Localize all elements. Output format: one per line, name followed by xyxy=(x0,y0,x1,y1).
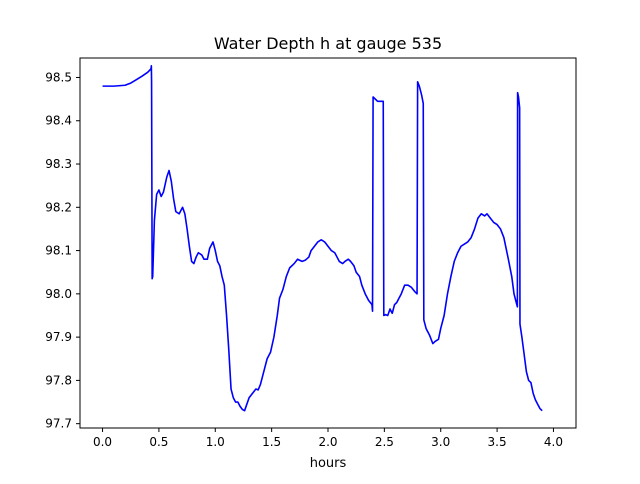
y-tick-label: 97.8 xyxy=(45,373,72,387)
y-tick-label: 98.3 xyxy=(45,157,72,171)
series-layer xyxy=(102,64,543,412)
y-tick-label: 98.0 xyxy=(45,287,72,301)
x-tick-label: 1.5 xyxy=(262,435,281,449)
plot-frame xyxy=(79,57,577,429)
series-line xyxy=(102,64,543,412)
x-tick-label: 2.5 xyxy=(375,435,394,449)
y-tick-label: 98.2 xyxy=(45,200,72,214)
y-tick-label: 97.7 xyxy=(45,417,72,431)
y-tick-label: 98.5 xyxy=(45,70,72,84)
y-tick-label: 98.1 xyxy=(45,244,72,258)
y-tick-label: 97.9 xyxy=(45,330,72,344)
x-axis-label: hours xyxy=(310,456,347,471)
x-tick-label: 2.0 xyxy=(318,435,337,449)
x-tick-label: 1.0 xyxy=(206,435,225,449)
y-tick-label: 98.4 xyxy=(45,114,72,128)
x-tick-label: 4.0 xyxy=(544,435,563,449)
x-tick-label: 0.5 xyxy=(149,435,168,449)
chart-title: Water Depth h at gauge 535 xyxy=(214,34,442,53)
x-tick-label: 3.5 xyxy=(488,435,507,449)
tick-layer: 0.0 0.5 1.0 1.5 2.0 2.5 3.0 3.5 4.0 97.7 97.8 97.9 9… xyxy=(45,70,563,449)
x-tick-label: 3.0 xyxy=(431,435,450,449)
x-tick-label: 0.0 xyxy=(93,435,112,449)
